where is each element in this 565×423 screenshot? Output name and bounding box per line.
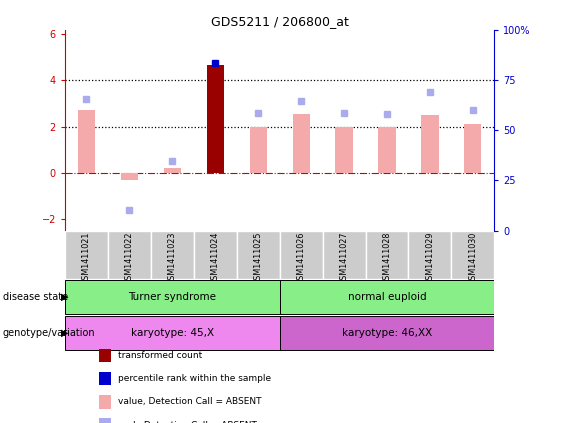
Text: percentile rank within the sample: percentile rank within the sample — [118, 374, 271, 383]
Text: GSM1411028: GSM1411028 — [383, 232, 392, 286]
Text: GSM1411023: GSM1411023 — [168, 232, 177, 286]
Text: GSM1411025: GSM1411025 — [254, 232, 263, 286]
Bar — [121, 173, 138, 180]
Bar — [65, 231, 108, 279]
Text: GSM1411024: GSM1411024 — [211, 232, 220, 286]
Bar — [280, 316, 494, 350]
Text: genotype/variation: genotype/variation — [3, 328, 95, 338]
Bar — [336, 126, 353, 173]
Text: Turner syndrome: Turner syndrome — [128, 292, 216, 302]
Text: rank, Detection Call = ABSENT: rank, Detection Call = ABSENT — [118, 420, 257, 423]
Bar — [65, 316, 280, 350]
Bar — [464, 124, 481, 173]
Title: GDS5211 / 206800_at: GDS5211 / 206800_at — [211, 16, 349, 28]
Bar — [421, 115, 438, 173]
Text: normal euploid: normal euploid — [347, 292, 427, 302]
Bar — [408, 231, 451, 279]
Bar — [65, 280, 280, 314]
Bar — [237, 231, 280, 279]
Text: GSM1411026: GSM1411026 — [297, 232, 306, 286]
Text: ▶: ▶ — [61, 328, 68, 338]
Bar — [164, 168, 181, 173]
Text: transformed count: transformed count — [118, 351, 202, 360]
Bar — [151, 231, 194, 279]
Bar — [323, 231, 366, 279]
Bar — [280, 280, 494, 314]
Bar — [108, 231, 151, 279]
Bar — [293, 114, 310, 173]
Bar — [379, 126, 395, 173]
Text: GSM1411022: GSM1411022 — [125, 232, 134, 286]
Text: karyotype: 46,XX: karyotype: 46,XX — [342, 328, 432, 338]
Text: GSM1411027: GSM1411027 — [340, 232, 349, 286]
Text: disease state: disease state — [3, 292, 68, 302]
Bar — [451, 231, 494, 279]
Text: GSM1411021: GSM1411021 — [82, 232, 91, 286]
Text: GSM1411030: GSM1411030 — [468, 232, 477, 285]
Bar — [207, 66, 224, 173]
Bar — [280, 231, 323, 279]
Text: karyotype: 45,X: karyotype: 45,X — [131, 328, 214, 338]
Text: GSM1411029: GSM1411029 — [425, 232, 434, 286]
Bar — [78, 110, 95, 173]
Text: ▶: ▶ — [61, 292, 68, 302]
Bar — [366, 231, 408, 279]
Text: value, Detection Call = ABSENT: value, Detection Call = ABSENT — [118, 397, 262, 407]
Bar — [194, 231, 237, 279]
Bar — [250, 126, 267, 173]
